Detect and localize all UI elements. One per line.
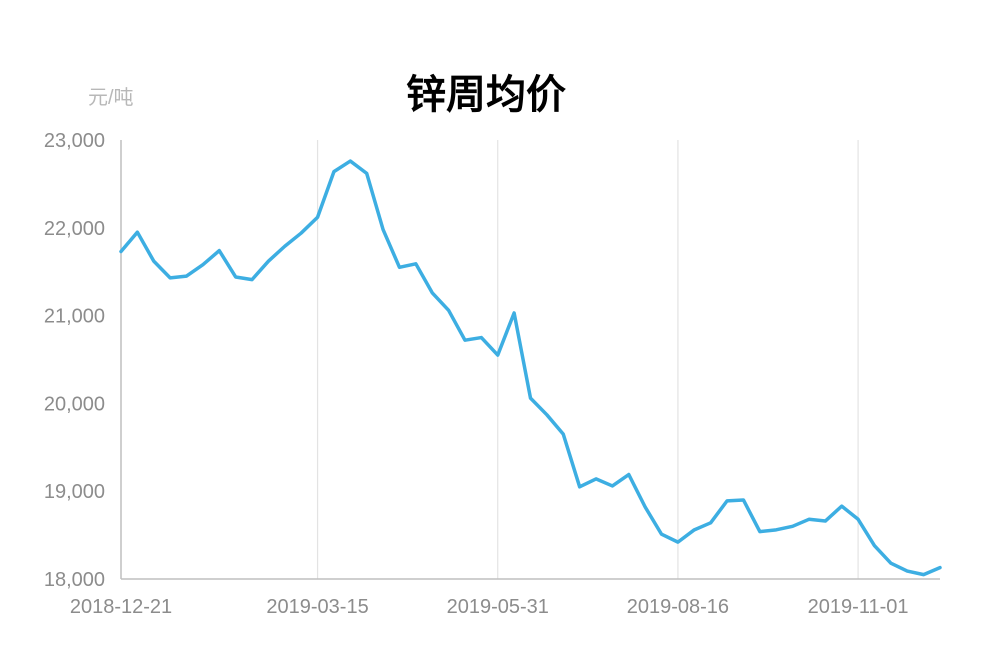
data-point bbox=[791, 525, 794, 528]
data-point bbox=[300, 232, 303, 235]
x-tick-label: 2019-03-15 bbox=[266, 596, 368, 618]
x-tick-label: 2018-12-21 bbox=[70, 596, 172, 618]
y-axis-unit-label: 元/吨 bbox=[88, 86, 134, 109]
data-point bbox=[807, 518, 810, 521]
data-point bbox=[545, 413, 548, 416]
data-point bbox=[889, 562, 892, 565]
data-point bbox=[562, 433, 565, 436]
data-point bbox=[332, 170, 335, 173]
data-point bbox=[496, 354, 499, 357]
data-point bbox=[758, 530, 761, 533]
data-point bbox=[480, 336, 483, 339]
data-point bbox=[939, 566, 942, 569]
data-point bbox=[414, 262, 417, 265]
chart-title: 锌周均价 bbox=[406, 72, 566, 118]
data-point bbox=[316, 216, 319, 219]
y-tick-label: 19,000 bbox=[44, 481, 105, 503]
data-point bbox=[578, 485, 581, 488]
data-point bbox=[775, 528, 778, 531]
y-axis-tick-labels: 18,000 19,000 20,000 21,000 22,000 23,000 bbox=[44, 130, 105, 591]
data-point bbox=[676, 541, 679, 544]
data-point bbox=[595, 477, 598, 480]
data-point bbox=[251, 278, 254, 281]
y-tick-label: 18,000 bbox=[44, 569, 105, 591]
data-point bbox=[169, 276, 172, 279]
data-point bbox=[840, 505, 843, 508]
data-point bbox=[726, 499, 729, 502]
data-point bbox=[644, 506, 647, 509]
price-data-points bbox=[120, 160, 942, 577]
data-point bbox=[824, 520, 827, 523]
data-point bbox=[447, 309, 450, 312]
data-point bbox=[742, 498, 745, 501]
price-series-line bbox=[119, 159, 942, 577]
x-axis-tick-labels: 2018-12-21 2019-03-15 2019-05-31 2019-08-16… bbox=[70, 596, 909, 618]
data-point bbox=[513, 311, 516, 314]
data-point bbox=[136, 231, 139, 234]
data-point bbox=[431, 291, 434, 294]
data-point bbox=[529, 397, 532, 400]
x-tick-label: 2019-11-01 bbox=[808, 596, 909, 618]
data-point bbox=[660, 533, 663, 536]
data-point bbox=[922, 573, 925, 576]
data-point bbox=[873, 544, 876, 547]
data-point bbox=[463, 339, 466, 342]
vertical-gridlines bbox=[316, 140, 859, 579]
data-point bbox=[365, 172, 368, 175]
data-point bbox=[693, 528, 696, 531]
data-point bbox=[611, 484, 614, 487]
data-point bbox=[398, 266, 401, 269]
data-point bbox=[234, 275, 237, 278]
data-point bbox=[382, 228, 385, 231]
x-tick-label: 2019-05-31 bbox=[447, 596, 549, 618]
data-point bbox=[857, 518, 860, 521]
data-point bbox=[349, 160, 352, 163]
y-tick-label: 21,000 bbox=[44, 306, 105, 328]
data-point bbox=[906, 570, 909, 573]
data-point bbox=[185, 275, 188, 278]
data-point bbox=[201, 263, 204, 266]
data-point bbox=[152, 260, 155, 263]
data-point bbox=[218, 249, 221, 252]
data-point bbox=[283, 245, 286, 248]
data-point bbox=[267, 260, 270, 263]
data-point bbox=[709, 521, 712, 524]
data-point bbox=[627, 473, 630, 476]
y-tick-label: 20,000 bbox=[44, 393, 105, 415]
y-tick-label: 22,000 bbox=[44, 218, 105, 240]
x-tick-label: 2019-08-16 bbox=[627, 596, 729, 618]
y-tick-label: 23,000 bbox=[44, 130, 105, 152]
data-point bbox=[120, 250, 123, 253]
